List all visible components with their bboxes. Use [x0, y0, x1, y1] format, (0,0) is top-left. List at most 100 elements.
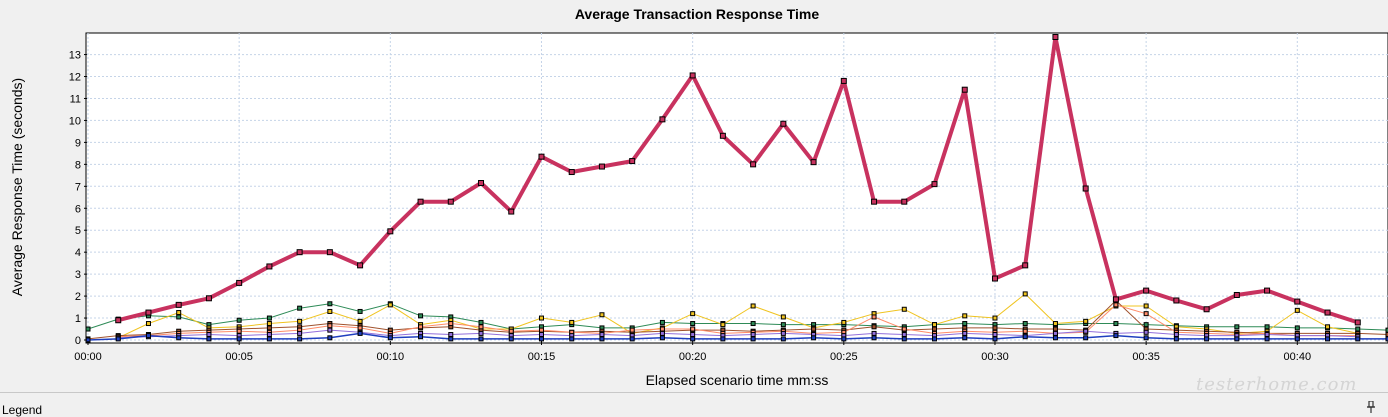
data-point: [1113, 321, 1119, 327]
data-point: [176, 314, 182, 320]
x-tick-label: 00:30: [981, 351, 1009, 363]
x-tick-label: 00:05: [225, 351, 253, 363]
data-point: [932, 326, 938, 332]
data-point: [418, 313, 424, 319]
data-point: [690, 332, 696, 338]
data-point: [810, 159, 817, 166]
data-point: [1143, 311, 1149, 317]
data-point: [690, 321, 696, 327]
data-point: [1083, 335, 1089, 341]
data-point: [1022, 334, 1028, 340]
data-point: [236, 336, 242, 342]
data-point: [1112, 296, 1119, 303]
data-point: [297, 336, 303, 342]
data-point: [750, 161, 757, 168]
data-point: [962, 321, 968, 327]
data-point: [1143, 329, 1149, 335]
data-point: [387, 335, 393, 341]
plot-area: [85, 32, 1388, 344]
y-tick-label: 11: [70, 93, 81, 105]
gridlines: [86, 33, 1388, 344]
data-point: [115, 336, 121, 342]
data-point: [720, 336, 726, 342]
data-point: [1173, 332, 1179, 338]
data-point: [176, 310, 182, 316]
series-line: [118, 304, 1358, 338]
data-point: [569, 336, 575, 342]
data-point: [357, 325, 363, 331]
data-point: [750, 321, 756, 327]
data-point: [266, 325, 272, 331]
data-point: [1022, 328, 1028, 334]
data-point: [841, 336, 847, 342]
data-point: [296, 249, 303, 256]
data-point: [750, 303, 756, 309]
data-point: [719, 132, 726, 139]
series-layer: [85, 34, 1388, 343]
data-point: [599, 332, 605, 338]
data-point: [478, 180, 485, 187]
data-point: [1052, 330, 1058, 336]
data-point: [840, 77, 847, 84]
data-point: [811, 326, 817, 332]
data-point: [297, 330, 303, 336]
data-point: [901, 332, 907, 338]
data-point: [357, 262, 364, 269]
data-point: [478, 319, 484, 325]
data-point: [448, 336, 454, 342]
data-point: [327, 323, 333, 329]
data-point: [447, 198, 454, 205]
data-point: [1052, 335, 1058, 341]
y-tick-label: 13: [69, 50, 81, 62]
data-point: [690, 336, 696, 342]
data-point: [357, 318, 363, 324]
data-point: [266, 336, 272, 342]
data-point: [690, 326, 696, 332]
data-point: [266, 315, 272, 321]
data-point: [689, 72, 696, 79]
data-point: [418, 324, 424, 330]
data-point: [1324, 309, 1331, 316]
data-point: [176, 335, 182, 341]
data-point: [418, 334, 424, 340]
data-point: [1143, 335, 1149, 341]
data-point: [690, 311, 696, 317]
data-point: [1385, 327, 1388, 333]
data-point: [85, 326, 91, 332]
data-point: [992, 325, 998, 331]
data-point: [962, 313, 968, 319]
data-point: [659, 319, 665, 325]
data-point: [1294, 336, 1300, 342]
data-point: [266, 321, 272, 327]
data-point: [1083, 328, 1089, 334]
data-point: [962, 335, 968, 341]
data-point: [266, 332, 272, 338]
data-point: [1294, 298, 1301, 305]
data-point: [901, 198, 908, 205]
data-point: [780, 322, 786, 328]
watermark: testerhome.com: [1196, 374, 1358, 395]
data-point: [1325, 324, 1331, 330]
data-point: [1294, 307, 1300, 313]
data-point: [387, 228, 394, 235]
series-line: [87, 303, 1388, 331]
data-point: [327, 335, 333, 341]
data-point: [327, 308, 333, 314]
data-point: [750, 332, 756, 338]
data-point: [932, 336, 938, 342]
data-point: [175, 301, 182, 308]
data-point: [1173, 336, 1179, 342]
data-point: [629, 327, 635, 333]
data-point: [568, 169, 575, 176]
x-tick-label: 00:10: [377, 351, 405, 363]
pin-icon[interactable]: [1366, 401, 1376, 413]
data-point: [508, 208, 515, 215]
data-point: [1264, 287, 1271, 294]
response-time-chart: Average Transaction Response Time 012345…: [9, 6, 1388, 388]
series-line: [118, 329, 1358, 339]
data-point: [236, 317, 242, 323]
data-point: [871, 324, 877, 330]
data-point: [357, 330, 363, 336]
